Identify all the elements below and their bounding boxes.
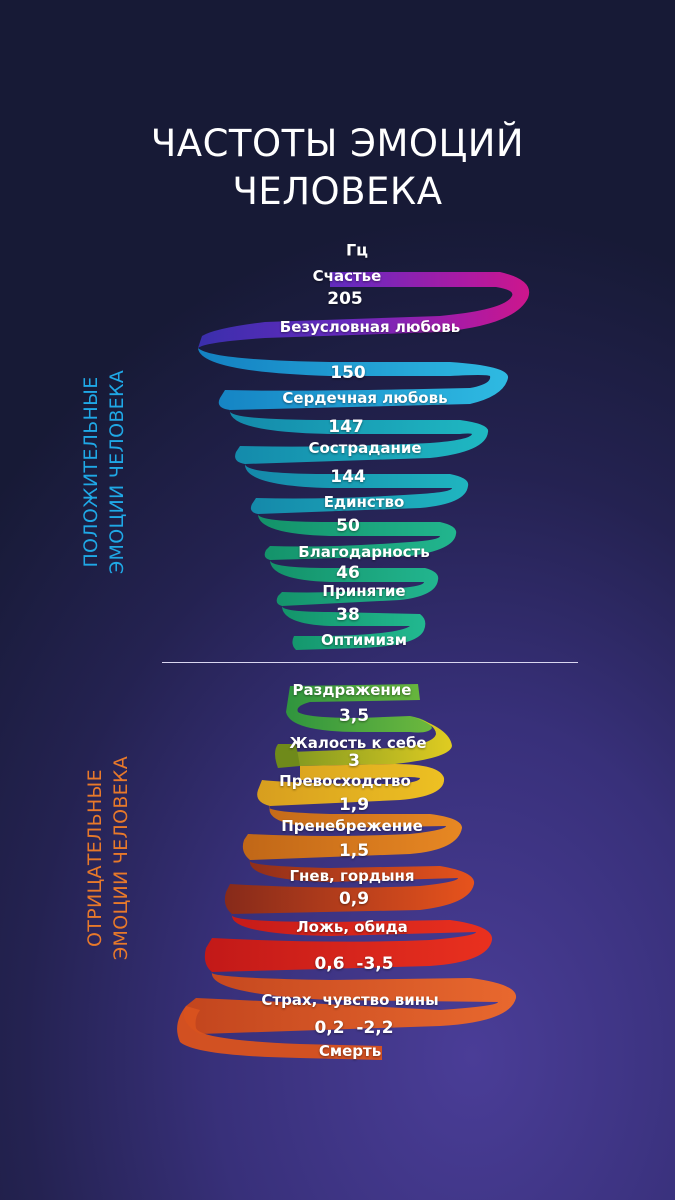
frequency-value: 144 xyxy=(330,467,366,487)
emotion-label: Счастье xyxy=(312,267,382,285)
negative-spiral xyxy=(177,684,517,1060)
frequency-value: 0,2 -2,2 xyxy=(314,1018,394,1038)
emotion-label: Сострадание xyxy=(308,439,422,457)
emotion-label: Принятие xyxy=(322,582,406,600)
frequency-value: 0,9 xyxy=(338,889,370,909)
emotion-label: Единство xyxy=(323,493,405,511)
unit-label: Гц xyxy=(345,240,369,260)
emotion-label: Пренебрежение xyxy=(281,817,423,835)
emotion-label: Безусловная любовь xyxy=(279,318,461,336)
frequency-value: 1,9 xyxy=(338,795,370,815)
title-line-2: ЧЕЛОВЕКА xyxy=(232,170,443,213)
positive-spiral xyxy=(198,272,530,650)
section-divider xyxy=(162,662,578,663)
emotion-label: Сердечная любовь xyxy=(282,389,448,407)
frequency-value: 3,5 xyxy=(338,706,370,726)
frequency-value: 150 xyxy=(330,363,366,383)
title-line-1: ЧАСТОТЫ ЭМОЦИЙ xyxy=(150,122,525,165)
frequency-value: 50 xyxy=(336,516,360,536)
frequency-value: 205 xyxy=(327,289,363,309)
emotion-label: Смерть xyxy=(318,1042,382,1060)
emotion-label: Страх, чувство вины xyxy=(261,991,439,1009)
frequency-value: 3 xyxy=(348,751,360,771)
emotion-label: Жалость к себе xyxy=(289,734,427,752)
page-title: ЧАСТОТЫ ЭМОЦИЙ ЧЕЛОВЕКА xyxy=(0,120,675,216)
frequency-value: 147 xyxy=(328,417,364,437)
frequency-value: 38 xyxy=(336,605,360,625)
emotion-label: Превосходство xyxy=(279,772,411,790)
emotion-label: Раздражение xyxy=(292,681,412,699)
frequency-value: 0,6 -3,5 xyxy=(314,954,394,974)
frequency-value: 1,5 xyxy=(338,841,370,861)
emotion-label: Ложь, обида xyxy=(296,918,408,936)
emotion-label: Гнев, гордыня xyxy=(289,867,415,885)
emotion-label: Благодарность xyxy=(298,543,430,561)
frequency-value: 46 xyxy=(336,563,360,583)
emotion-label: Оптимизм xyxy=(320,631,408,649)
